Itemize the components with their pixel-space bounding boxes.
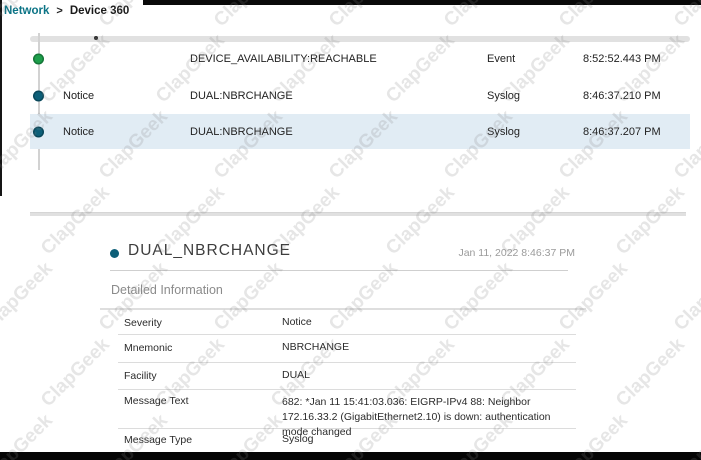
detail-row-message-type: Message Type Syslog (118, 428, 576, 451)
detail-field-value: Notice (282, 315, 312, 328)
detail-title: DUAL_NBRCHANGE (128, 242, 292, 259)
window-bottom-border (0, 452, 701, 460)
breadcrumb: Network > Device 360 (4, 5, 129, 17)
detail-field-label: Severity (124, 316, 162, 329)
watermark-text: ClapGeek (37, 334, 114, 412)
detail-row-facility: Facility DUAL (118, 362, 576, 390)
event-severity-label: Notice (63, 125, 95, 138)
event-severity-label: Notice (63, 90, 95, 102)
event-row-nbrchange-2[interactable]: Notice DUAL:NBRCHANGE Syslog 8:46:37.207… (30, 114, 690, 149)
breadcrumb-current-device-360: Device 360 (69, 5, 130, 17)
event-time: 8:52:52.443 PM (583, 53, 661, 65)
event-time: 8:46:37.210 PM (583, 90, 661, 102)
detail-field-value: NBRCHANGE (282, 341, 350, 354)
event-type: Event (487, 53, 516, 65)
detail-header-divider (110, 270, 568, 271)
event-name: DEVICE_AVAILABILITY:REACHABLE (190, 53, 377, 65)
event-time: 8:46:37.207 PM (583, 125, 661, 138)
watermark-text: ClapGeek (0, 258, 57, 336)
detail-field-value: DUAL (282, 368, 311, 381)
detail-field-value: 682: *Jan 11 15:41:03.036: EIGRP-IPv4 88… (282, 396, 551, 439)
event-name: DUAL:NBRCHANGE (190, 125, 293, 138)
detail-field-label: Message Text (124, 395, 189, 407)
event-type: Syslog (487, 125, 521, 138)
detail-row-severity: Severity Notice (118, 311, 576, 335)
event-row-nbrchange-1[interactable]: Notice DUAL:NBRCHANGE Syslog 8:46:37.210… (30, 81, 690, 111)
window-left-border (0, 0, 2, 196)
detail-field-label: Facility (124, 369, 157, 382)
event-severity-dot (33, 53, 44, 65)
detail-row-message-text: Message Text 682: *Jan 11 15:41:03.036: … (118, 389, 576, 438)
watermark-text: ClapGeek (612, 182, 689, 260)
breadcrumb-separator-icon: > (56, 5, 63, 17)
event-severity-dot (33, 90, 44, 102)
event-name: DUAL:NBRCHANGE (190, 90, 293, 102)
watermark-text: ClapGeek (37, 182, 114, 260)
detail-field-label: Mnemonic (124, 342, 173, 354)
detail-severity-dot (110, 249, 119, 258)
event-severity-dot (33, 126, 44, 137)
event-type: Syslog (487, 90, 521, 102)
timeline-scrollbar[interactable] (30, 36, 690, 42)
detail-field-label: Message Type (124, 433, 193, 446)
breadcrumb-link-network[interactable]: Network (4, 5, 50, 17)
window-top-border (143, 0, 701, 5)
event-row-reachable[interactable]: DEVICE_AVAILABILITY:REACHABLE Event 8:52… (30, 44, 690, 74)
section-divider (30, 212, 686, 216)
detail-section-divider (100, 308, 586, 310)
watermark-text: ClapGeek (612, 334, 689, 412)
detailed-information-heading: Detailed Information (111, 283, 223, 297)
watermark-text: ClapGeek (670, 258, 701, 336)
timeline-axis (38, 33, 40, 170)
scrollbar-marker[interactable] (94, 36, 98, 40)
detail-field-value: Syslog (282, 432, 314, 445)
detail-timestamp: Jan 11, 2022 8:46:37 PM (458, 247, 575, 259)
detail-row-mnemonic: Mnemonic NBRCHANGE (118, 334, 576, 363)
